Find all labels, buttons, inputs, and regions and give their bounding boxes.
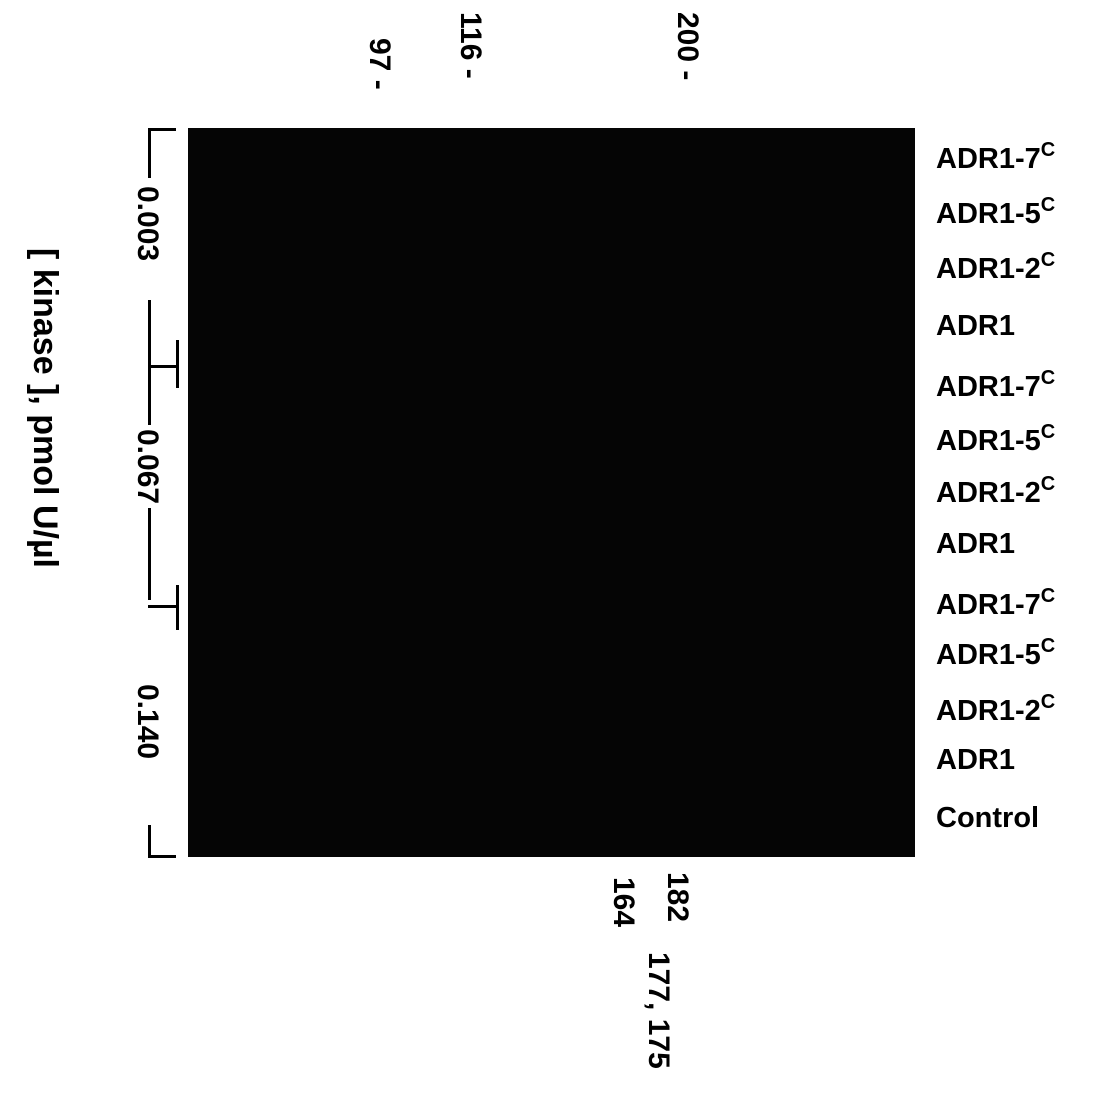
lane-superscript: C [1041, 367, 1055, 389]
lane-name: ADR1-7 [936, 589, 1041, 621]
marker: 97 - [364, 38, 394, 90]
figure: [ kinase ], pmol U/µl 97 - 116 - 200 - 0… [0, 0, 1107, 1107]
lane-label: Control [936, 804, 1039, 833]
lane-label: ADR1 [936, 530, 1015, 559]
lane-name: ADR1-2 [936, 695, 1041, 727]
bottom-label: 177, 175 [643, 952, 673, 1069]
lane-label: ADR1-5C [936, 636, 1055, 670]
lane-label: ADR1-2C [936, 474, 1055, 508]
lane-label: ADR1 [936, 746, 1015, 775]
lane-name: ADR1-7 [936, 143, 1041, 175]
concentration: 0.067 [132, 425, 162, 508]
lane-name: ADR1 [936, 744, 1015, 776]
bracket [176, 585, 179, 630]
lane-name: ADR1-2 [936, 253, 1041, 285]
lane-name: ADR1-5 [936, 198, 1041, 230]
lane-superscript: C [1041, 421, 1055, 443]
concentration: 0.003 [132, 182, 162, 265]
lane-superscript: C [1041, 249, 1055, 271]
lane-superscript: C [1041, 473, 1055, 495]
bracket [148, 605, 176, 608]
lane-name: ADR1-5 [936, 425, 1041, 457]
bracket [148, 128, 151, 178]
marker: 200 - [672, 12, 702, 80]
lane-label: ADR1 [936, 312, 1015, 341]
lane-name: ADR1-5 [936, 639, 1041, 671]
lane-label: ADR1-2C [936, 692, 1055, 726]
lane-label: ADR1-5C [936, 422, 1055, 456]
lane-name: ADR1-2 [936, 477, 1041, 509]
bracket [148, 365, 176, 368]
lane-name: ADR1 [936, 310, 1015, 342]
bracket [176, 340, 179, 388]
gel [188, 128, 915, 857]
bracket [148, 825, 151, 857]
lane-name: ADR1-7 [936, 371, 1041, 403]
concentration: 0.140 [132, 680, 162, 763]
bracket [148, 128, 176, 131]
lane-superscript: C [1041, 691, 1055, 713]
lane-label: ADR1-7C [936, 368, 1055, 402]
axis-label: [ kinase ], pmol U/µl [28, 248, 62, 568]
lane-label: ADR1-7C [936, 586, 1055, 620]
bottom-label: 164 [608, 877, 638, 927]
lane-label: ADR1-2C [936, 250, 1055, 284]
marker: 116 - [455, 12, 485, 79]
bracket [148, 855, 176, 858]
lane-label: ADR1-7C [936, 140, 1055, 174]
lane-superscript: C [1041, 139, 1055, 161]
lane-name: ADR1 [936, 528, 1015, 560]
lane-name: Control [936, 802, 1039, 834]
lane-superscript: C [1041, 585, 1055, 607]
lane-superscript: C [1041, 635, 1055, 657]
bottom-label: 182 [662, 872, 692, 922]
lane-label: ADR1-5C [936, 195, 1055, 229]
lane-superscript: C [1041, 194, 1055, 216]
